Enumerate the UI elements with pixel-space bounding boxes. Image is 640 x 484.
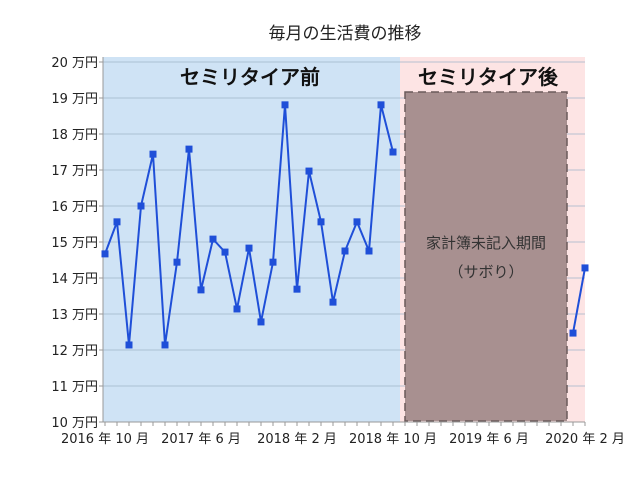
gap-label-line1: 家計簿未記入期間 xyxy=(426,234,546,252)
y-tick-label: 19 万円 xyxy=(51,92,98,107)
x-tick-label: 2016 年 10 月 xyxy=(61,432,149,447)
y-tick-label: 12 万円 xyxy=(51,344,98,359)
data-point xyxy=(329,298,337,306)
x-tick-label: 2018 年 10 月 xyxy=(349,432,437,447)
before-label: セミリタイア前 xyxy=(180,65,320,89)
y-tick-label: 14 万円 xyxy=(51,272,98,287)
y-tick-label: 16 万円 xyxy=(51,200,98,215)
data-point xyxy=(197,286,205,294)
y-tick-label: 18 万円 xyxy=(51,128,98,143)
series xyxy=(101,101,589,349)
data-point xyxy=(293,285,301,293)
data-point xyxy=(281,101,289,109)
data-point xyxy=(161,341,169,349)
data-point xyxy=(389,148,397,156)
y-tick-label: 17 万円 xyxy=(51,164,98,179)
data-point xyxy=(341,247,349,255)
chart-title: 毎月の生活費の推移 xyxy=(269,24,422,44)
gap-box xyxy=(404,91,568,422)
data-point xyxy=(581,264,589,272)
data-point xyxy=(377,101,385,109)
after-label: セミリタイア後 xyxy=(418,65,559,89)
gap-label-line2: （サボり） xyxy=(448,263,523,281)
y-tick-label: 15 万円 xyxy=(51,236,98,251)
data-point xyxy=(233,305,241,313)
data-point xyxy=(221,248,229,256)
data-point xyxy=(245,244,253,252)
series-line xyxy=(572,267,586,334)
data-point xyxy=(269,258,277,266)
data-point xyxy=(173,258,181,266)
x-tick-labels: 2016 年 10 月 2017 年 6 月 2018 年 2 月 2018 年 10… xyxy=(61,432,625,447)
data-point xyxy=(305,167,313,175)
data-point xyxy=(317,218,325,226)
x-tick-label: 2019 年 6 月 xyxy=(449,432,529,447)
y-tick-label: 10 万円 xyxy=(51,416,98,431)
y-tick-label: 20 万円 xyxy=(51,56,98,71)
data-point xyxy=(101,250,109,258)
data-point xyxy=(569,329,577,337)
x-tick-label: 2017 年 6 月 xyxy=(161,432,241,447)
data-point xyxy=(137,202,145,210)
data-point xyxy=(209,235,217,243)
data-point xyxy=(149,150,157,158)
data-point xyxy=(365,247,373,255)
y-tick-labels: 10 万円 11 万円 12 万円 13 万円 14 万円 15 万円 16 万円 17 万円… xyxy=(51,56,98,431)
before-region xyxy=(103,57,400,422)
y-tick-label: 13 万円 xyxy=(51,308,98,323)
data-point xyxy=(185,145,193,153)
data-point xyxy=(257,318,265,326)
data-point xyxy=(125,341,133,349)
data-point xyxy=(113,218,121,226)
data-point xyxy=(353,218,361,226)
y-tick-label: 11 万円 xyxy=(51,380,98,395)
x-tick-label: 2020 年 2 月 xyxy=(545,432,625,447)
x-tick-label: 2018 年 2 月 xyxy=(257,432,337,447)
